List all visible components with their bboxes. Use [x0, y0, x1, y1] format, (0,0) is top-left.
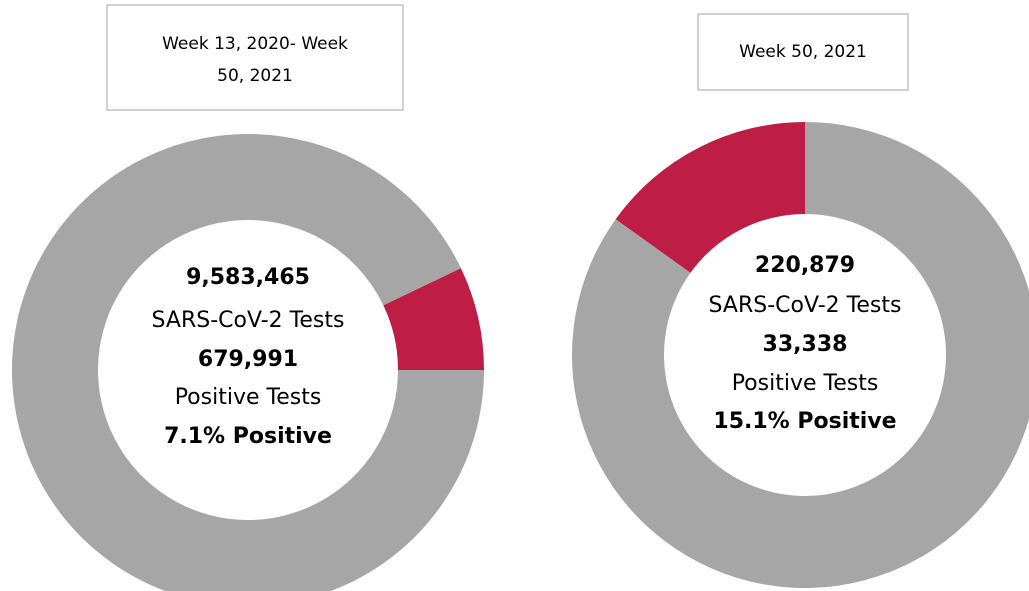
title-box — [697, 13, 909, 91]
chart-title: Week 13, 2020- Week 50, 2021 — [162, 34, 348, 86]
center-text: Positive Tests — [175, 385, 322, 410]
value-label: 15.1% Positive — [713, 409, 896, 434]
center-text: SARS-CoV-2 Tests — [709, 293, 902, 318]
center-text: 33,338 — [763, 332, 848, 357]
center-text: 9,583,465 — [186, 265, 310, 290]
center-text: Positive Tests — [732, 371, 879, 396]
donut-slice — [383, 268, 484, 370]
donut-slice — [615, 122, 805, 273]
donut-slice — [12, 134, 484, 591]
value-label: 7.1% Positive — [164, 424, 332, 449]
title-line: 50, 2021 — [217, 66, 293, 86]
title-box — [106, 4, 404, 111]
title-line: Week 13, 2020- Week — [162, 34, 348, 54]
donut-slice — [572, 122, 1029, 588]
center-text: SARS-CoV-2 Tests — [152, 308, 345, 333]
center-text: 679,991 — [198, 347, 298, 372]
chart-title: Week 50, 2021 — [739, 42, 867, 62]
center-text: 220,879 — [755, 253, 855, 278]
